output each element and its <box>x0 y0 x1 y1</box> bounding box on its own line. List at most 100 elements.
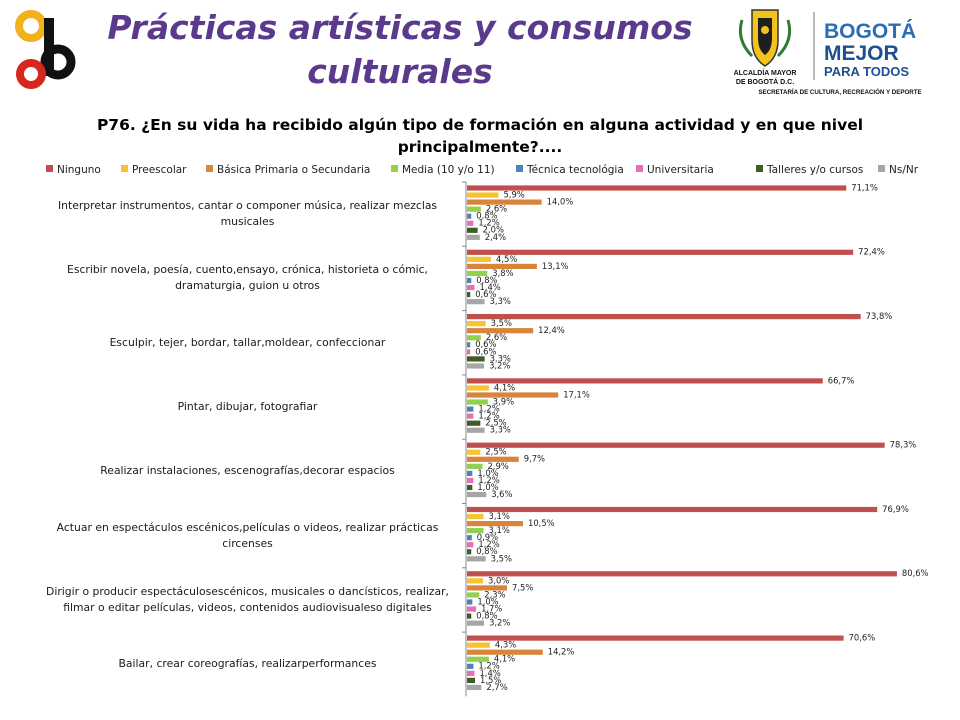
data-label: 73,8% <box>866 311 893 321</box>
logo-red-circle <box>16 59 46 89</box>
bar <box>467 513 484 520</box>
bar <box>467 270 488 277</box>
bar <box>467 227 478 233</box>
data-label: 1,4% <box>479 668 500 678</box>
bar <box>467 284 475 291</box>
data-label: 2,5% <box>485 447 506 457</box>
bar <box>467 335 481 341</box>
bar <box>467 606 477 612</box>
data-label: 72,4% <box>858 247 885 257</box>
data-label: 4,1% <box>494 382 515 392</box>
data-label: 3,5% <box>491 553 512 563</box>
data-label: 14,2% <box>548 647 575 657</box>
legend-label: Talleres y/o cursos <box>767 164 864 176</box>
bar <box>467 635 844 641</box>
bar <box>467 292 471 298</box>
bar <box>467 535 472 541</box>
bar <box>467 256 492 262</box>
legend-label: Universitaria <box>647 164 714 176</box>
data-label: 4,5% <box>496 254 517 264</box>
legend-item: Ns/Nr <box>878 163 918 177</box>
category-label: Esculpir, tejer, bordar, tallar,moldear,… <box>109 335 386 349</box>
bar <box>467 234 480 240</box>
category-label: Interpretar instrumentos, cantar o compo… <box>57 199 438 229</box>
data-label: 2,3% <box>484 589 505 599</box>
bar <box>467 677 476 683</box>
category-label: Pintar, dibujar, fotografiar <box>177 400 318 414</box>
legend-swatch <box>121 165 128 172</box>
data-label: 3,2% <box>489 360 510 370</box>
data-label: 1,0% <box>477 468 498 478</box>
data-label: 4,3% <box>495 640 516 650</box>
bar <box>467 470 473 476</box>
bar <box>467 663 474 669</box>
slogan-bogota: BOGOTÁ <box>824 20 916 43</box>
bar <box>467 491 487 498</box>
data-label: 2,5% <box>485 418 506 428</box>
data-label: 1,0% <box>477 596 498 606</box>
bar <box>467 684 482 691</box>
data-label: 3,9% <box>493 396 514 406</box>
data-label: 0,8% <box>476 211 497 221</box>
bar <box>467 620 485 626</box>
data-label: 1,0% <box>477 482 498 492</box>
data-label: 3,6% <box>491 489 512 499</box>
data-label: 17,1% <box>563 389 590 399</box>
bar <box>467 449 481 455</box>
bar <box>467 328 534 334</box>
bar <box>467 427 485 433</box>
data-label: 1,2% <box>478 539 499 549</box>
data-label: 2,6% <box>486 204 507 214</box>
legend-swatch <box>878 165 885 172</box>
data-label: 0,8% <box>476 611 497 621</box>
bogota-logo: ALCALDÍA MAYOR DE BOGOTÁ D.C. BOGOTÁ MEJ… <box>734 9 922 96</box>
data-label: 3,0% <box>488 575 509 585</box>
bar <box>467 213 472 219</box>
data-label: 2,7% <box>486 682 507 692</box>
alcaldia-line2: DE BOGOTÁ D.C. <box>736 77 794 86</box>
bar <box>467 571 897 577</box>
legend-item: Básica Primaria o Secundaria <box>206 163 370 177</box>
logo-yellow-circle <box>15 10 47 42</box>
ccb-logo <box>15 10 76 89</box>
bar <box>467 314 861 320</box>
data-label: 14,0% <box>547 197 574 207</box>
legend-swatch <box>636 165 643 172</box>
data-label: 3,3% <box>490 425 511 435</box>
bar <box>467 349 471 355</box>
legend-label: Preescolar <box>132 164 187 176</box>
bar <box>467 413 474 419</box>
bar <box>467 585 508 591</box>
data-label: 0,6% <box>475 289 496 299</box>
secretaria-text: SECRETARÍA DE CULTURA, RECREACIÓN Y DEPO… <box>758 88 921 96</box>
bar <box>467 599 473 605</box>
category-label: Dirigir o producir espectáculosescénicos… <box>46 584 449 614</box>
data-label: 2,9% <box>487 461 508 471</box>
bar <box>467 249 854 255</box>
data-label: 66,7% <box>828 375 855 385</box>
data-label: 12,4% <box>538 325 565 335</box>
bar <box>467 220 474 226</box>
data-label: 71,1% <box>851 182 878 192</box>
data-label: 1,7% <box>481 603 502 613</box>
legend-item: Media (10 y/o 11) <box>391 163 495 177</box>
legend-swatch <box>391 165 398 172</box>
legend-swatch <box>206 165 213 172</box>
page-title: Prácticas artísticas y consumos cultural… <box>107 8 693 91</box>
bar <box>467 506 878 513</box>
data-label: 3,1% <box>489 511 510 521</box>
data-label: 70,6% <box>849 633 876 643</box>
bar <box>467 399 488 405</box>
legend-item: Universitaria <box>636 163 714 177</box>
data-label: 78,3% <box>890 440 917 450</box>
data-label: 3,2% <box>489 618 510 628</box>
bar <box>467 420 481 426</box>
category-label: Bailar, crear coreografías, realizarperf… <box>118 657 377 671</box>
legend-label: Ninguno <box>57 164 101 176</box>
bar <box>467 299 485 305</box>
legend-label: Ns/Nr <box>889 164 919 176</box>
bar <box>467 321 486 327</box>
data-label: 1,2% <box>478 475 499 485</box>
data-label: 9,7% <box>524 454 545 464</box>
